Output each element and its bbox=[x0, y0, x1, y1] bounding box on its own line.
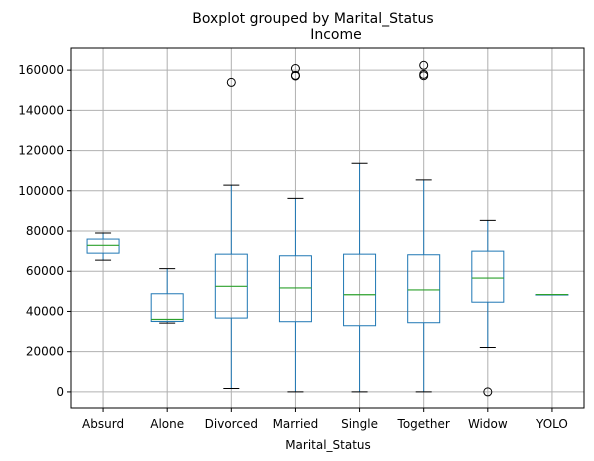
iqr-box bbox=[86, 238, 120, 254]
chart-suptitle: Boxplot grouped by Marital_Status bbox=[192, 11, 433, 27]
axes-frame bbox=[70, 47, 585, 409]
outlier-point bbox=[226, 77, 236, 87]
axis-layer: 0 20000 40000 60000 80000 100000 120000 140000 1… bbox=[18, 47, 585, 431]
y-tick-label: 100000 bbox=[18, 184, 64, 198]
box-group bbox=[535, 293, 569, 296]
box-group bbox=[150, 268, 184, 324]
box-group bbox=[407, 60, 441, 393]
chart-title: Income bbox=[310, 27, 362, 43]
outlier-point bbox=[483, 387, 493, 397]
box-group bbox=[214, 77, 248, 389]
y-tick-label: 140000 bbox=[18, 103, 64, 117]
y-tick-label: 160000 bbox=[18, 63, 64, 77]
box-group bbox=[471, 219, 505, 397]
x-tick-label: Married bbox=[273, 417, 319, 431]
outlier-point bbox=[290, 64, 300, 74]
x-tick-label: Widow bbox=[468, 417, 508, 431]
y-tick-label: 20000 bbox=[26, 345, 64, 359]
iqr-box bbox=[343, 253, 377, 327]
iqr-box bbox=[407, 254, 441, 324]
outlier-point bbox=[290, 70, 300, 80]
y-tick-label: 120000 bbox=[18, 144, 64, 158]
x-tick-label: Absurd bbox=[82, 417, 124, 431]
outlier-point bbox=[419, 69, 429, 79]
iqr-box bbox=[278, 255, 312, 323]
x-tick-label: Together bbox=[397, 417, 450, 431]
outlier-point bbox=[419, 60, 429, 70]
x-axis-label: Marital_Status bbox=[285, 438, 371, 452]
box-group bbox=[343, 162, 377, 393]
y-tick-label: 0 bbox=[56, 385, 64, 399]
plot-layer bbox=[86, 60, 569, 397]
box-group bbox=[278, 64, 312, 393]
x-tick-label: Alone bbox=[150, 417, 184, 431]
x-tick-label: Divorced bbox=[205, 417, 258, 431]
iqr-box bbox=[471, 250, 505, 303]
iqr-box bbox=[150, 293, 184, 323]
y-tick-label: 40000 bbox=[26, 304, 64, 318]
x-tick-label: Single bbox=[341, 417, 378, 431]
y-tick-label: 80000 bbox=[26, 224, 64, 238]
y-tick-label: 60000 bbox=[26, 264, 64, 278]
box-group bbox=[86, 232, 120, 261]
grid-layer bbox=[71, 48, 584, 408]
x-tick-label: YOLO bbox=[535, 417, 568, 431]
